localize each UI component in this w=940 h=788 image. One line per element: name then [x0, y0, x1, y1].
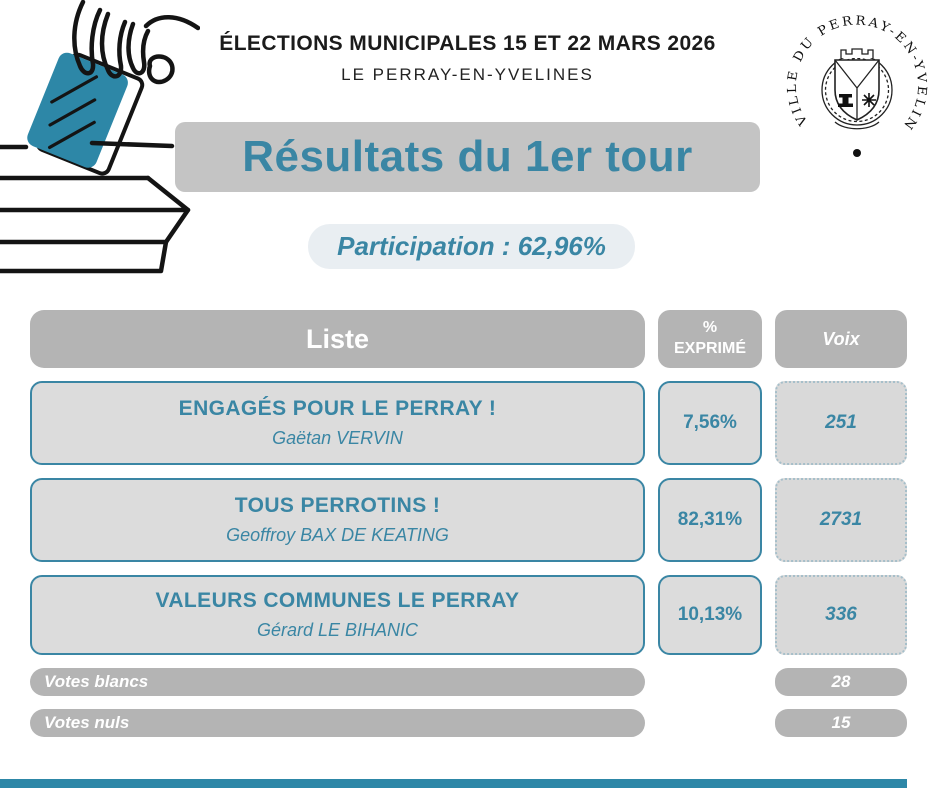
table-row-pct-exprime: 10,13% [658, 575, 762, 655]
hand-icon [72, 0, 200, 85]
table-row-pct-exprime: 7,56% [658, 381, 762, 465]
footer-accent-bar [0, 779, 907, 788]
column-header-liste-label: Liste [305, 323, 370, 354]
table-row-voix: 336 [775, 575, 907, 655]
votes-nuls-bar: Votes nuls [30, 709, 645, 737]
page-subtitle: LE PERRAY-EN-YVELINES [341, 65, 594, 84]
table-row-voix: 251 [775, 381, 907, 465]
column-header-pct-line2: EXPRIMÉ [673, 340, 746, 357]
seal-star-charge [862, 93, 876, 107]
column-header-voix: Voix [775, 310, 907, 368]
table-row-pct-exprime: 82,31% [658, 478, 762, 562]
participation-pill: Participation : 62,96% [308, 224, 635, 269]
results-table: Liste % EXPRIMÉ Voix ENGAGÉS POUR LE PER… [30, 310, 908, 737]
ballot-box-illustration [0, 0, 200, 274]
seal-separator-dot [853, 149, 861, 157]
votes-blancs-count: 28 [775, 668, 907, 696]
list-name: ENGAGÉS POUR LE PERRAY ! [178, 397, 497, 420]
coat-of-arms-icon [821, 48, 893, 130]
column-header-pct-line1: % [702, 319, 718, 337]
list-name: TOUS PERROTINS ! [234, 494, 441, 517]
results-banner: Résultats du 1er tour [175, 122, 760, 192]
seal-anvil-charge [838, 94, 853, 107]
header-block: ÉLECTIONS MUNICIPALES 15 ET 22 MARS 2026… [185, 32, 750, 85]
column-header-liste: Liste [30, 310, 645, 368]
table-row-voix: 2731 [775, 478, 907, 562]
list-name: VALEURS COMMUNES LE PERRAY [155, 589, 520, 612]
city-seal: VILLE DU PERRAY-EN-YVELINES [779, 4, 928, 157]
results-banner-title: Résultats du 1er tour [242, 132, 693, 181]
page-title: ÉLECTIONS MUNICIPALES 15 ET 22 MARS 2026 [219, 32, 716, 55]
table-row-liste: ENGAGÉS POUR LE PERRAY ! Gaëtan VERVIN [30, 381, 645, 465]
candidate-name: Gérard LE BIHANIC [256, 620, 419, 640]
votes-blancs-bar: Votes blancs [30, 668, 645, 696]
votes-nuls-count: 15 [775, 709, 907, 737]
candidate-name: Gaëtan VERVIN [272, 428, 403, 448]
ballot-box-icon [0, 140, 191, 274]
ballot-paper-icon [27, 52, 145, 176]
column-header-voix-label: Voix [822, 328, 860, 349]
table-row-liste: TOUS PERROTINS ! Geoffroy BAX DE KEATING [30, 478, 645, 562]
candidate-name: Geoffroy BAX DE KEATING [226, 525, 449, 545]
table-row-liste: VALEURS COMMUNES LE PERRAY Gérard LE BIH… [30, 575, 645, 655]
participation-label: Participation : 62,96% [337, 231, 606, 261]
column-header-pct-exprime: % EXPRIMÉ [658, 310, 762, 368]
